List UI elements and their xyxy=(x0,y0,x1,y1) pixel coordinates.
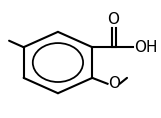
Text: O: O xyxy=(108,12,120,27)
Text: O: O xyxy=(108,76,120,91)
Text: OH: OH xyxy=(134,40,158,55)
